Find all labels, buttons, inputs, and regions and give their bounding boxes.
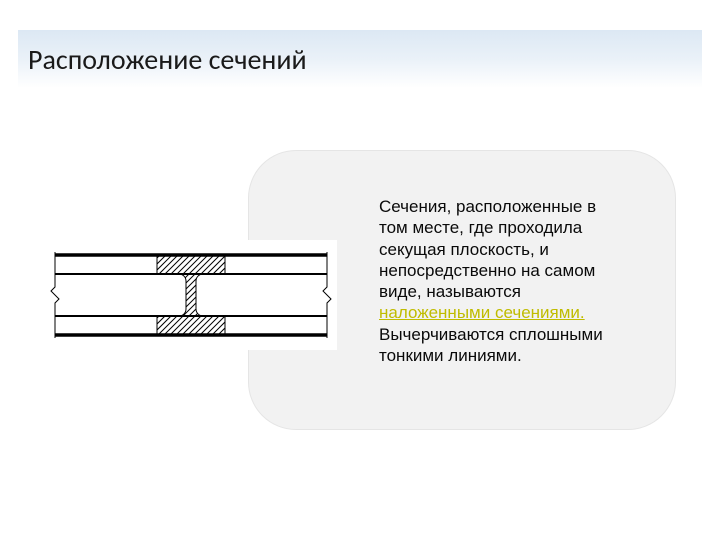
body-line: Сечения, расположенные в: [379, 197, 596, 216]
body-line: виде, называются: [379, 282, 521, 301]
page-title: Расположение сечений: [28, 42, 307, 77]
body-highlight: наложенными сечениями.: [379, 303, 585, 322]
body-line: тонкими линиями.: [379, 346, 522, 365]
diagram-svg: [45, 240, 337, 350]
body-line: том месте, где проходила: [379, 218, 582, 237]
body-line: Вычерчиваются сплошными: [379, 325, 603, 344]
title-bar: Расположение сечений: [18, 30, 702, 88]
section-diagram: [45, 240, 337, 350]
body-line: непосредственно на самом: [379, 261, 595, 280]
body-line: секущая плоскость, и: [379, 240, 549, 259]
body-paragraph: Сечения, расположенные в том месте, где …: [379, 196, 625, 366]
